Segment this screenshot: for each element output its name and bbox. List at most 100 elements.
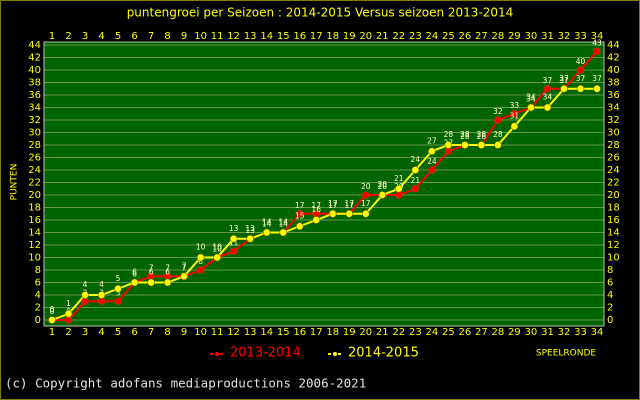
y-tick-label-right: 14 (607, 228, 620, 239)
point (196, 253, 205, 262)
value-label: 1 (66, 299, 71, 308)
point (163, 278, 172, 287)
point (97, 291, 106, 299)
x-tick-label: 30 (525, 327, 538, 338)
value-label: 3 (116, 288, 121, 297)
value-label: 37 (559, 76, 569, 85)
point (510, 109, 519, 118)
point (411, 184, 420, 193)
y-tick-label: 6 (35, 278, 41, 289)
value-label: 7 (149, 263, 154, 272)
x-tick-label: 24 (425, 327, 438, 338)
legend-dot (215, 352, 219, 356)
value-label: 10 (212, 243, 222, 252)
x-tick-label: 31 (541, 327, 554, 338)
x-tick-label: 28 (492, 327, 505, 338)
x-tick-label-top: 2 (65, 31, 71, 42)
x-tick-label: 23 (409, 327, 422, 338)
x-tick-label: 13 (244, 327, 257, 338)
y-tick-label-right: 42 (607, 53, 620, 64)
point (196, 266, 205, 274)
x-tick-label: 5 (115, 327, 121, 338)
x-tick-label-top: 29 (508, 31, 521, 42)
x-tick-label: 20 (359, 327, 372, 338)
point (48, 316, 56, 324)
value-label: 20 (378, 180, 388, 189)
point (130, 278, 139, 287)
y-tick-label-right: 22 (607, 178, 620, 189)
y-tick-label: 42 (28, 53, 41, 64)
x-axis-label: SPEELRONDE (536, 349, 597, 359)
x-tick-label-top: 7 (148, 31, 154, 42)
x-tick-label-top: 9 (181, 31, 187, 42)
value-label: 40 (576, 57, 586, 66)
y-axis-label: PUNTEN (10, 164, 20, 201)
value-label: 34 (526, 95, 536, 104)
value-label: 17 (295, 201, 305, 210)
y-tick-label: 32 (28, 115, 41, 126)
value-label: 37 (559, 74, 569, 83)
y-tick-label-right: 16 (607, 215, 620, 226)
x-tick-label-top: 10 (194, 31, 207, 42)
value-label: 28 (460, 130, 470, 139)
point (510, 122, 519, 131)
x-tick-label-top: 34 (591, 31, 604, 42)
y-tick-label: 26 (28, 153, 41, 164)
y-tick-label: 14 (28, 228, 41, 239)
x-tick-label-top: 11 (211, 31, 224, 42)
y-tick-label: 22 (28, 178, 41, 189)
y-tick-label-right: 28 (607, 140, 620, 151)
value-label: 17 (344, 199, 354, 208)
y-tick-label-right: 36 (607, 90, 620, 101)
point (81, 291, 89, 299)
point (279, 228, 288, 237)
x-tick-label-top: 13 (244, 31, 257, 42)
y-tick-label: 20 (28, 190, 41, 201)
point (543, 84, 552, 93)
x-tick-label-top: 26 (459, 31, 472, 42)
y-tick-label-right: 26 (607, 153, 620, 164)
x-tick-label: 19 (343, 327, 356, 338)
value-label: 6 (165, 268, 170, 277)
x-tick-label-top: 24 (425, 31, 438, 42)
point (593, 84, 601, 93)
point (295, 209, 304, 218)
value-label: 32 (493, 107, 503, 116)
x-tick-label: 14 (260, 327, 273, 338)
point (411, 166, 420, 174)
x-tick-label: 18 (326, 327, 339, 338)
y-tick-label: 10 (28, 253, 41, 264)
y-tick-label: 36 (28, 90, 41, 101)
value-label: 11 (229, 238, 239, 247)
footer: (c) Copyright adofans mediaproductions 2… (5, 376, 366, 391)
point (395, 191, 403, 199)
x-tick-label-top: 31 (541, 31, 554, 42)
y-tick-label: 8 (35, 265, 41, 276)
value-label: 14 (278, 218, 288, 227)
y-tick-label-right: 38 (607, 78, 620, 89)
y-tick-label-right: 4 (607, 290, 613, 301)
y-tick-label-right: 44 (607, 40, 620, 51)
x-tick-label: 8 (164, 327, 170, 338)
x-tick-label: 15 (277, 327, 290, 338)
x-tick-label-top: 5 (115, 31, 121, 42)
value-label: 5 (116, 274, 121, 283)
point (361, 191, 370, 199)
x-tick-label-top: 21 (376, 31, 389, 42)
x-tick-label: 33 (574, 327, 587, 338)
x-tick-label: 29 (508, 327, 521, 338)
x-tick-label: 34 (591, 327, 604, 338)
y-tick-label-right: 2 (607, 303, 613, 314)
series-line (52, 50, 598, 321)
value-label: 20 (378, 182, 388, 191)
value-label: 34 (543, 93, 553, 102)
legend-dot (333, 352, 337, 356)
y-tick-label: 2 (35, 303, 41, 314)
x-tick-label-top: 25 (442, 31, 455, 42)
x-tick-label-top: 28 (492, 31, 505, 42)
x-tick-label-top: 22 (392, 31, 405, 42)
value-label: 21 (394, 174, 404, 183)
y-tick-label-right: 20 (607, 190, 620, 201)
point (312, 216, 321, 224)
